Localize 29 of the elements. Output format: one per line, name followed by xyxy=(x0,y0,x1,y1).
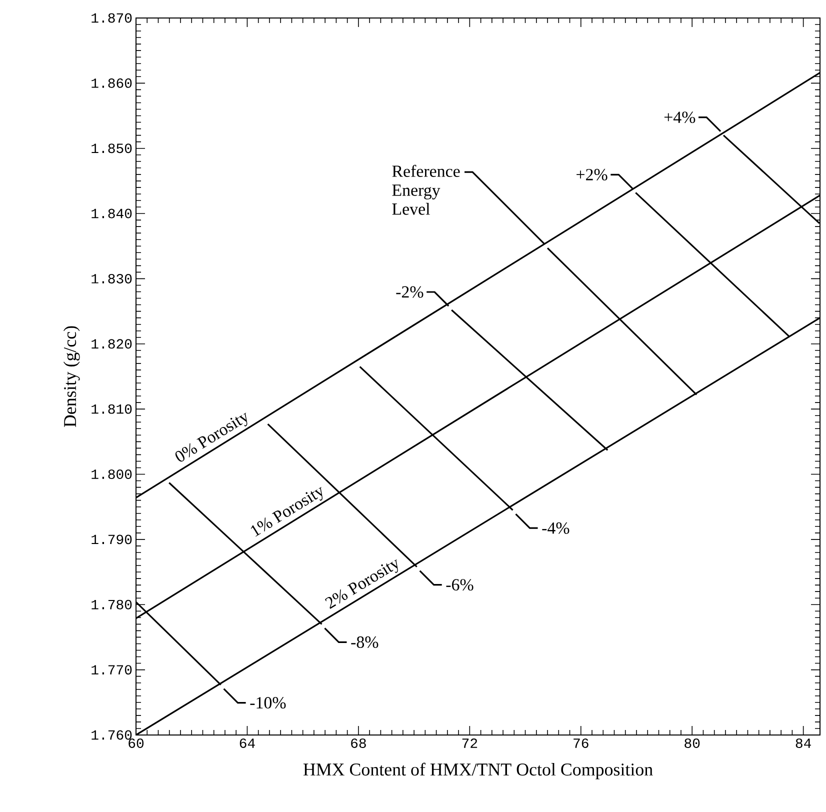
y-tick-label: 1.870 xyxy=(92,13,132,23)
annotation: -2% xyxy=(396,286,424,298)
x-tick-label: 84 xyxy=(796,738,811,748)
y-axis-title: Density (g/cc) xyxy=(63,326,80,428)
annotation: -10% xyxy=(250,697,286,709)
x-tick-label: 64 xyxy=(240,738,255,748)
x-tick-label: 72 xyxy=(462,738,478,748)
y-tick-label: 1.780 xyxy=(92,600,132,610)
x-tick-label: 60 xyxy=(128,738,144,748)
y-tick-label: 1.760 xyxy=(92,730,132,740)
y-tick-label: 1.860 xyxy=(92,78,132,88)
y-tick-label: 1.800 xyxy=(92,470,132,479)
y-tick-label: 1.790 xyxy=(92,534,132,544)
annotation: +4% xyxy=(664,112,696,124)
annotation: +2% xyxy=(576,168,608,180)
annotation: -6% xyxy=(446,579,474,591)
annotation: -4% xyxy=(542,522,570,534)
y-tick-label: 1.820 xyxy=(92,339,132,349)
y-tick-label: 1.810 xyxy=(92,404,132,414)
y-tick-label: 1.770 xyxy=(92,665,132,675)
x-tick-label: 68 xyxy=(351,738,366,748)
x-tick-label: 80 xyxy=(684,738,700,748)
annotation: Reference Energy Level xyxy=(392,164,460,215)
x-axis-title: HMX Content of HMX/TNT Octol Composition xyxy=(303,762,653,780)
x-tick-label: 76 xyxy=(574,738,588,748)
y-tick-label: 1.840 xyxy=(92,208,132,218)
y-tick-label: 1.850 xyxy=(92,144,132,154)
annotation: -8% xyxy=(351,636,378,648)
y-tick-label: 1.830 xyxy=(92,274,132,284)
